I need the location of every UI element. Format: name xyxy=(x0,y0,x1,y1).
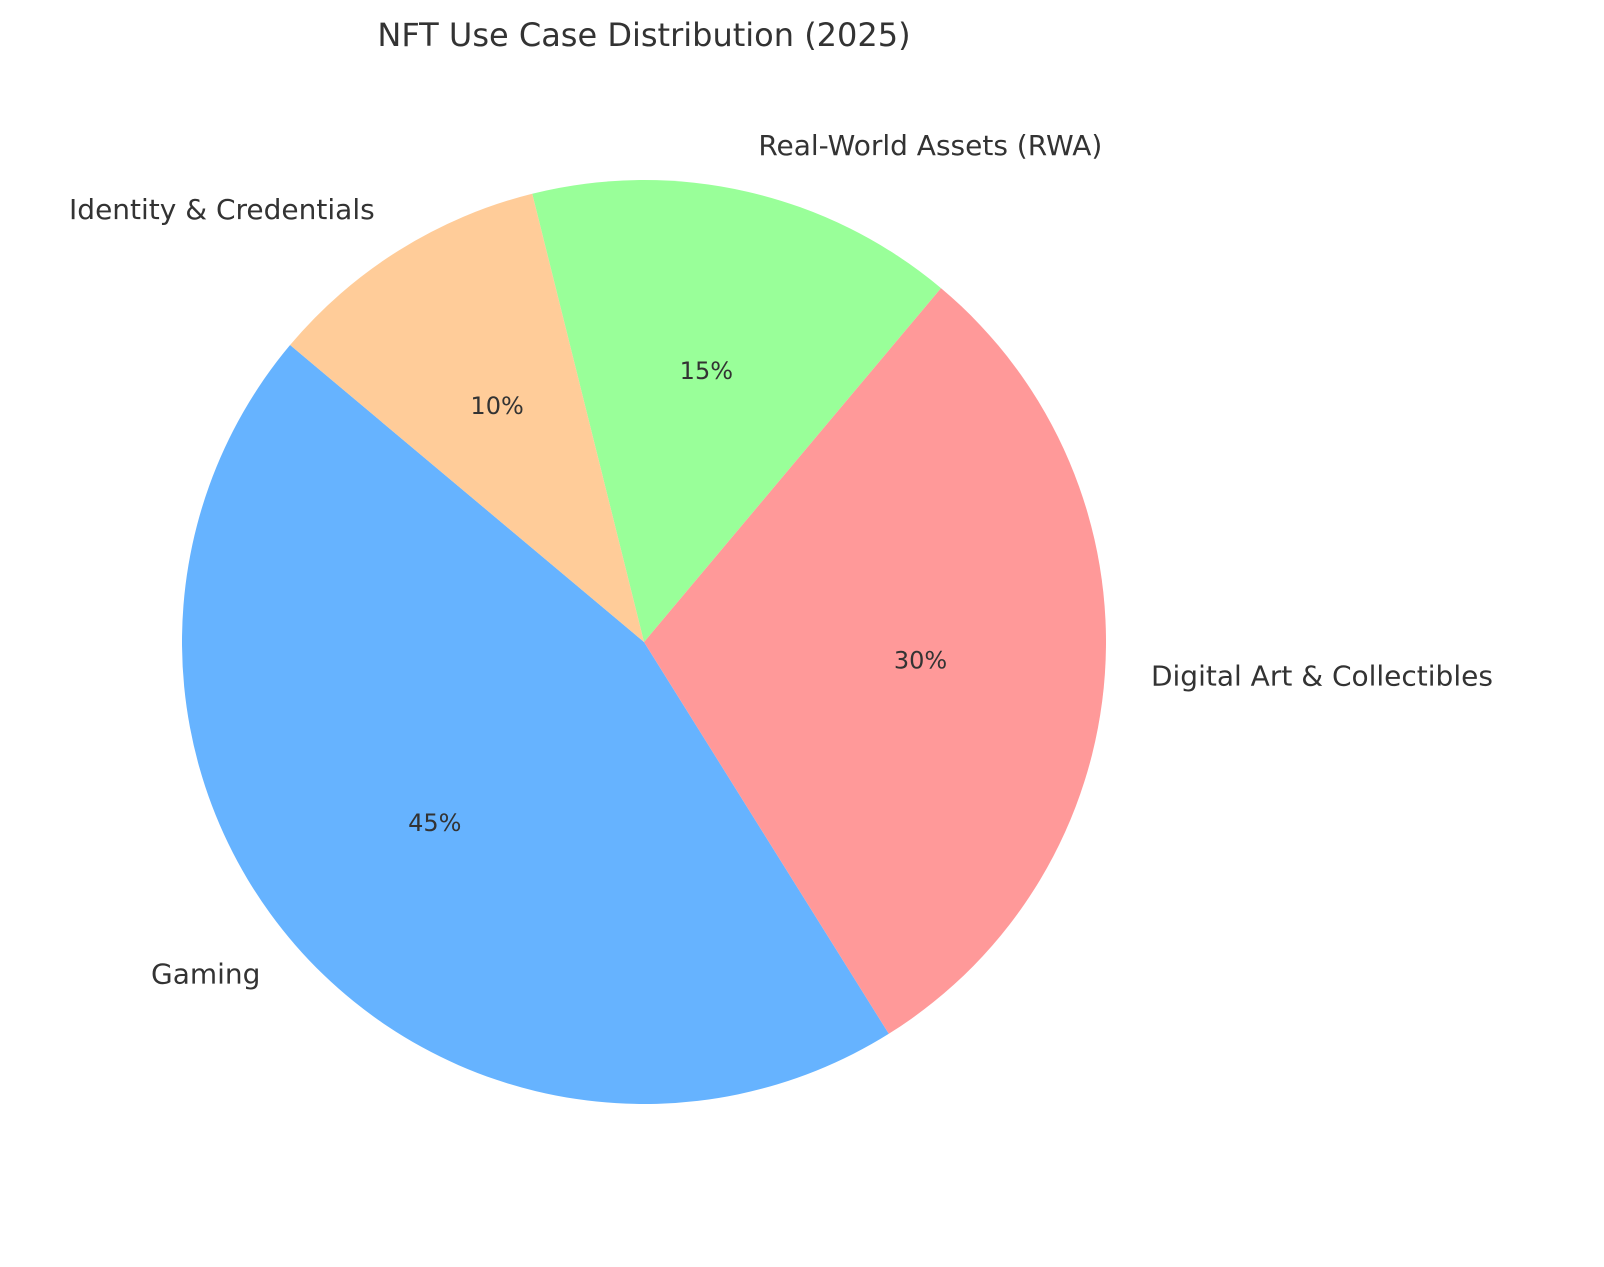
chart-title: NFT Use Case Distribution (2025) xyxy=(377,16,910,54)
slice-label: Gaming xyxy=(151,957,260,990)
value-label: 10% xyxy=(470,392,523,420)
pie-slice xyxy=(532,179,941,642)
slice-label: Identity & Credentials xyxy=(69,193,375,226)
pie-slice xyxy=(644,288,1107,1034)
pie-slice xyxy=(182,345,889,1105)
slice-label: Digital Art & Collectibles xyxy=(1151,659,1493,692)
pie-slice xyxy=(290,193,644,642)
slice-label: Real-World Assets (RWA) xyxy=(758,129,1102,162)
value-label: 45% xyxy=(408,809,461,837)
value-label: 15% xyxy=(680,357,733,385)
value-label: 30% xyxy=(894,646,947,674)
